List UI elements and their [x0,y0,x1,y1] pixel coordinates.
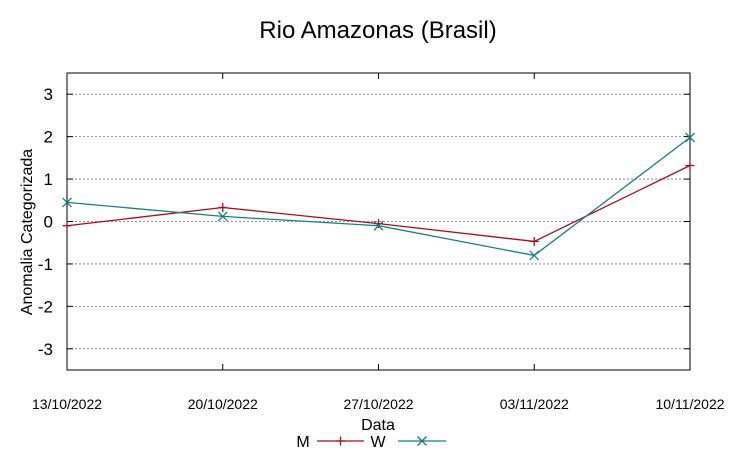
marker-stroke [373,220,384,231]
data-point-w [373,220,384,231]
series-line-m [66,164,691,243]
series-line-w [66,136,691,257]
x-tick-label: 13/10/2022 [32,396,102,412]
data-point-w [529,250,540,261]
y-tick-label: -1 [38,255,53,274]
y-tick-label: -2 [38,297,53,316]
marker-stroke [685,132,695,143]
data-point-m [62,221,72,231]
y-axis-label: Anomalia Categorizada [19,149,36,315]
marker-stroke [417,436,427,446]
x-axis-ticks: 13/10/2022 20/10/2022 27/10/2022 03/11/2022… [32,73,725,412]
data-point-w [685,132,695,143]
y-axis-ticks: 3 2 1 0 -1 -2 -3 [38,85,690,359]
legend-marker-m [336,436,345,446]
legend-marker-w [417,436,427,446]
data-point-m [529,236,539,246]
data-point-m [685,160,695,170]
x-axis-label: Data [361,417,395,434]
y-tick-label: 0 [44,213,53,232]
legend-label-m: M [296,434,309,451]
x-tick-label: 27/10/2022 [343,396,413,412]
chart-title: Rio Amazonas (Brasil) [259,17,496,44]
data-point-w [62,197,72,208]
x-tick-label: 10/11/2022 [655,396,724,412]
y-tick-label: 1 [44,170,53,189]
marker-stroke [62,197,72,208]
series-layer [62,132,695,261]
y-tick-label: 3 [44,85,53,104]
data-point-w [217,211,228,222]
x-tick-label: 03/11/2022 [500,396,569,412]
legend-label-w: W [370,434,386,451]
marker-stroke [217,211,228,222]
y-tick-label: 2 [44,128,53,147]
x-tick-label: 20/10/2022 [188,396,258,412]
data-point-m [218,202,228,212]
marker-stroke [529,250,540,261]
y-tick-label: -3 [38,340,53,359]
